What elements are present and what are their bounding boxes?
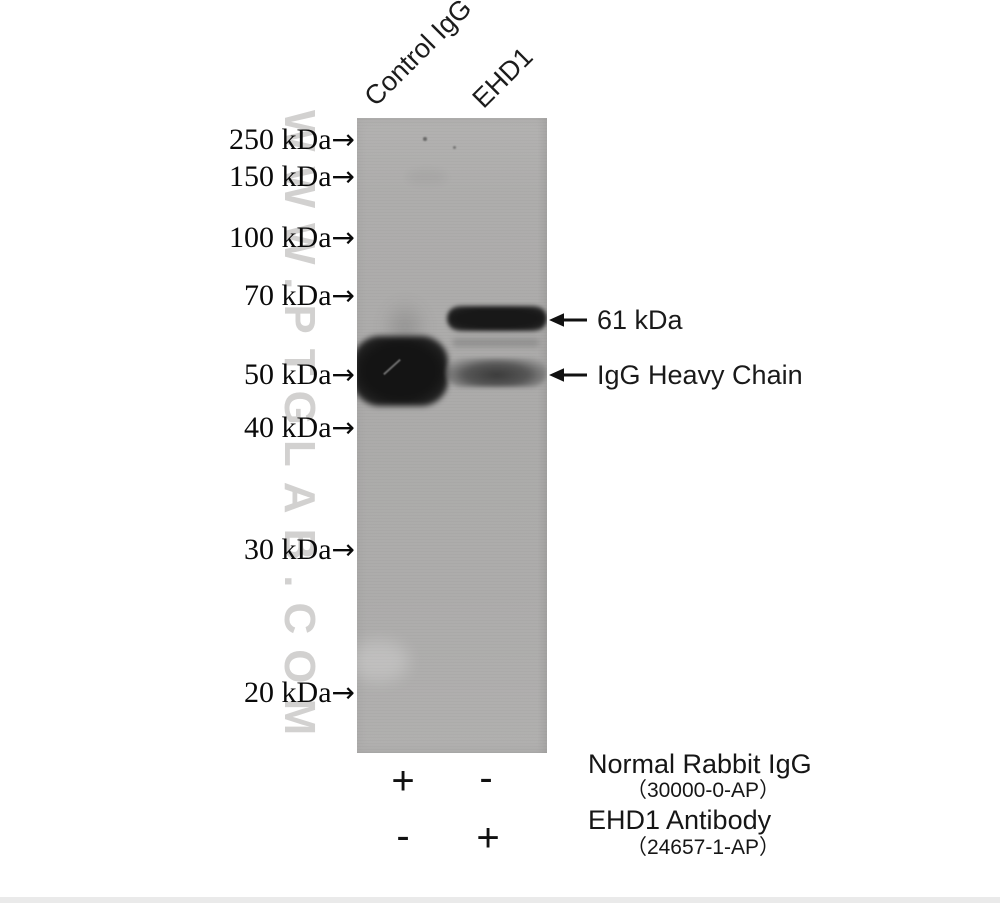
mw-mark-70: 70 kDa→	[150, 275, 355, 317]
mw-label: 100 kDa	[229, 221, 332, 254]
mw-label: 20 kDa	[244, 676, 332, 709]
mw-label: 70 kDa	[244, 279, 332, 312]
condition1-name: Normal Rabbit IgG	[588, 749, 812, 779]
mw-label: 50 kDa	[244, 358, 332, 391]
right-arrow-icon: →	[331, 411, 355, 444]
condition2-lane2-sign: +	[476, 816, 500, 860]
right-arrow-icon: →	[331, 160, 355, 193]
watermark-text: WWW.PTGLAB.COM	[275, 110, 324, 751]
lane1-igg-50kda-band	[357, 336, 448, 406]
mw-label: 30 kDa	[244, 533, 332, 566]
mw-label: 250 kDa	[229, 123, 332, 156]
bottom-edge-strip	[0, 897, 1000, 903]
condition1-lane1-sign: +	[391, 759, 415, 803]
blot-speckle	[453, 146, 456, 149]
blot-speckle	[423, 137, 427, 141]
mw-mark-50: 50 kDa→	[150, 354, 355, 396]
left-arrow-icon	[548, 311, 588, 334]
right-arrow-icon: →	[331, 221, 355, 254]
right-arrow-icon: →	[331, 279, 355, 312]
mw-mark-150: 150 kDa→	[150, 156, 355, 198]
blot-membrane	[357, 118, 547, 753]
condition2-lane1-sign: -	[396, 814, 410, 858]
mw-label: 150 kDa	[229, 160, 332, 193]
mw-mark-20: 20 kDa→	[150, 672, 355, 714]
condition1-catalog: （30000-0-AP）	[625, 779, 781, 802]
right-arrow-icon: →	[331, 358, 355, 391]
annotation-igg-heavy-chain: IgG Heavy Chain	[597, 360, 803, 390]
condition1-lane2-sign: -	[479, 756, 493, 800]
left-arrow-icon	[548, 366, 588, 389]
right-arrow-icon: →	[331, 676, 355, 709]
lane2-faint-band	[452, 338, 540, 347]
lane-label-ehd1: EHD1	[466, 41, 539, 114]
mw-mark-40: 40 kDa→	[150, 407, 355, 449]
blot-light-patch	[357, 640, 409, 682]
condition2-catalog: （24657-1-AP）	[625, 836, 781, 859]
blot-faint-smudge	[407, 170, 447, 184]
annotation-61kda: 61 kDa	[597, 305, 683, 335]
condition2-name: EHD1 Antibody	[588, 805, 772, 835]
mw-mark-250: 250 kDa→	[150, 119, 355, 161]
right-arrow-icon: →	[331, 123, 355, 156]
mw-label: 40 kDa	[244, 411, 332, 444]
right-arrow-icon: →	[331, 533, 355, 566]
mw-mark-30: 30 kDa→	[150, 529, 355, 571]
lane-label-control-igg: Control IgG	[358, 0, 478, 112]
mw-mark-100: 100 kDa→	[150, 217, 355, 259]
lane2-ehd1-61kda-band	[447, 306, 547, 331]
lane2-igg-heavy-chain-band	[446, 358, 547, 387]
